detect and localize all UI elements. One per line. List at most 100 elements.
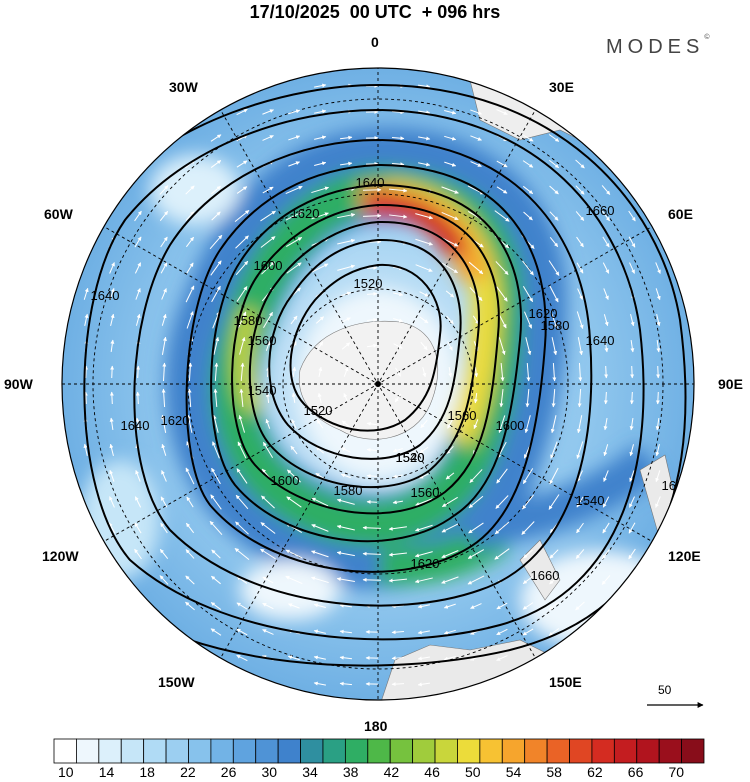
contour-label: 1540 — [248, 383, 277, 398]
wind-vector-arrow — [313, 603, 326, 609]
colorbar-swatch — [546, 738, 570, 764]
wind-vector-arrow — [655, 470, 661, 483]
wind-vector-arrow — [210, 494, 222, 510]
lon-label: 60W — [44, 206, 73, 222]
wind-vector-arrow — [265, 392, 270, 404]
wind-vector-arrow — [394, 393, 402, 403]
wind-vector-arrow — [415, 264, 433, 272]
wind-vector-arrow — [210, 628, 222, 636]
wind-vector-arrow — [366, 317, 378, 322]
wind-vector-arrow — [549, 285, 559, 303]
wind-vector-arrow — [576, 311, 584, 329]
wind-vector-arrow — [448, 366, 453, 378]
wind-vector-arrow — [417, 682, 431, 687]
wind-vector-arrow — [339, 603, 353, 608]
wind-vector-arrow — [211, 211, 221, 221]
wind-vector-arrow — [604, 339, 609, 353]
wind-vector-arrow — [262, 629, 274, 635]
colorbar-swatch — [569, 738, 593, 764]
wind-vector-arrow — [522, 494, 534, 510]
wind-vector-arrow — [523, 211, 533, 221]
lon-label: 0 — [371, 34, 379, 50]
wind-vector-arrow — [211, 185, 221, 195]
wind-vector-arrow — [240, 362, 245, 382]
colorbar-tick-label: 10 — [58, 764, 74, 780]
wind-vector-arrow — [443, 655, 456, 661]
wind-vector-arrow — [315, 472, 325, 480]
wind-vector-arrow — [336, 577, 355, 582]
wind-vector-arrow — [290, 445, 298, 455]
wind-vector-arrow — [441, 496, 458, 508]
wind-vector-arrow — [188, 362, 193, 382]
wind-vector-arrow — [551, 388, 556, 408]
wind-vector-arrow — [337, 213, 356, 219]
wind-vector-arrow — [237, 311, 247, 329]
wind-vector-arrow — [313, 655, 326, 660]
wind-vector-arrow — [576, 522, 584, 534]
wind-vector-arrow — [265, 418, 271, 429]
colorbar-swatch — [98, 738, 122, 764]
wind-vector-arrow — [311, 497, 329, 507]
contour-label: 1600 — [254, 258, 283, 273]
wind-vector-arrow — [318, 366, 323, 377]
wind-vector-arrow — [392, 448, 403, 453]
wind-vector-arrow — [602, 496, 610, 508]
modes-logo: MODES© — [606, 34, 710, 59]
wind-vector-arrow — [362, 577, 382, 582]
wind-vector-arrow — [601, 575, 611, 585]
wind-vector-arrow — [161, 288, 167, 300]
wind-vector-arrow — [134, 548, 142, 560]
wind-vector-arrow — [522, 468, 534, 485]
wind-vector-arrow — [576, 496, 584, 508]
wind-vector-arrow — [263, 311, 273, 329]
wind-vector-arrow — [577, 337, 583, 356]
colorbar-swatch — [53, 738, 77, 764]
wind-vector-arrow — [418, 162, 431, 167]
wind-vector-arrow — [336, 498, 355, 505]
wind-vector-arrow — [315, 446, 325, 454]
wind-vector-arrow — [211, 549, 221, 559]
wind-vector-arrow — [447, 419, 453, 429]
colorbar-tick-label: 14 — [98, 764, 115, 780]
wind-vector-arrow — [210, 134, 222, 142]
wind-vector-arrow — [314, 161, 327, 167]
wind-vector-arrow — [602, 210, 610, 222]
wind-vector-arrow — [414, 551, 433, 558]
wind-vector-arrow — [260, 236, 276, 248]
wind-vector-arrow — [83, 443, 88, 456]
wind-vector-arrow — [110, 365, 115, 379]
wind-vector-arrow — [311, 263, 329, 273]
wind-vector-arrow — [578, 362, 583, 382]
wind-vector-arrow — [211, 575, 221, 585]
wind-vector-arrow — [341, 317, 351, 323]
colorbar-tick-label: 62 — [587, 764, 603, 780]
colorbar-swatch — [658, 738, 682, 764]
wind-vector-arrow — [239, 336, 246, 355]
copyright-mark: © — [704, 34, 710, 41]
wind-vector-arrow — [366, 343, 378, 348]
wind-vector-arrow — [316, 341, 324, 351]
wind-vector-arrow — [656, 365, 661, 379]
colorbar-swatch — [277, 738, 301, 764]
colorbar-swatch — [255, 738, 279, 764]
wind-vector-arrow — [498, 337, 506, 355]
wind-vector-arrow — [262, 441, 274, 458]
wind-vector-arrow — [261, 495, 275, 509]
wind-vector-arrow — [388, 188, 408, 193]
wind-vector-arrow — [602, 548, 610, 560]
wind-vector-arrow — [521, 521, 535, 535]
wind-vector-arrow — [446, 315, 454, 325]
wind-vector-arrow — [83, 287, 89, 300]
wind-vector-arrow — [441, 186, 459, 194]
wind-vector-arrow — [422, 367, 427, 378]
wind-vector-arrow — [210, 260, 222, 276]
wind-vector-arrow — [628, 210, 636, 222]
wind-vector-arrow — [470, 603, 482, 609]
wind-vector-arrow — [260, 210, 276, 222]
wind-vector-arrow — [526, 362, 531, 382]
wind-vector-arrow — [470, 161, 482, 167]
wind-vector-arrow — [109, 496, 115, 508]
wind-vector-arrow — [160, 236, 168, 248]
contour-label-layer: 1640 1620 1600 1580 1560 1540 1520 1660 … — [91, 175, 691, 583]
wind-vector-arrow — [601, 185, 611, 195]
